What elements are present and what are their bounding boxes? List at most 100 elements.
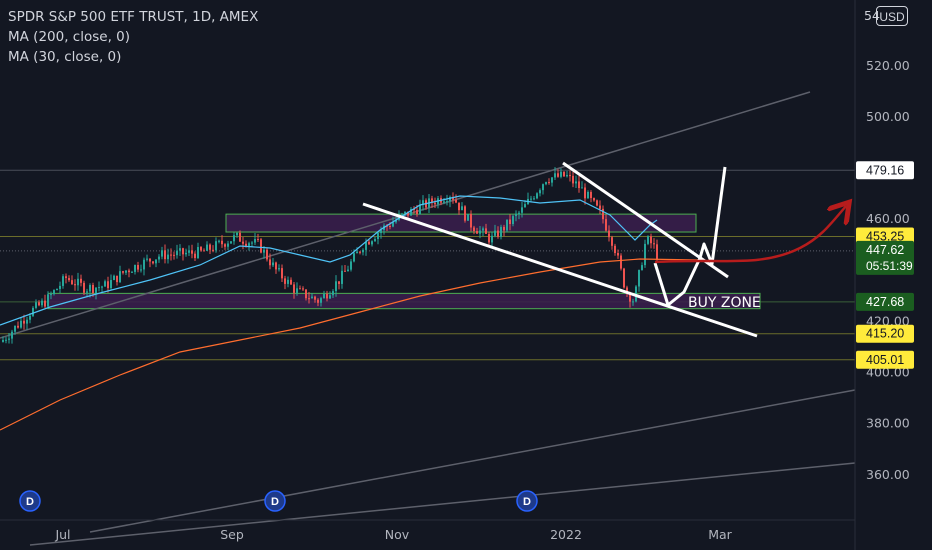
candle-body	[68, 278, 70, 281]
time-axis[interactable]: Jul Sep Nov 2022 Mar	[54, 527, 732, 542]
candle-body	[221, 240, 223, 245]
candle-body	[545, 182, 547, 185]
candle-body	[530, 198, 532, 200]
price-label-box	[856, 324, 914, 343]
candle-body	[632, 301, 634, 303]
candle-body	[341, 270, 343, 284]
falling-wedge-lower-line	[362, 202, 758, 338]
candle-body	[542, 184, 544, 191]
candle-body	[173, 254, 175, 256]
indicator-ma30[interactable]: MA (30, close, 0)	[8, 49, 122, 65]
candle-body	[296, 288, 298, 293]
candle-body	[503, 226, 505, 231]
candle-body	[251, 242, 253, 244]
candle-body	[653, 243, 655, 245]
candle-body	[119, 271, 121, 283]
price-axis-tick: 460.00	[866, 211, 910, 226]
candle-body	[536, 193, 538, 199]
candle-body	[476, 231, 478, 234]
dividend-marker-label: D	[26, 496, 34, 508]
dividend-marker-circle	[264, 490, 286, 512]
candle-body	[623, 268, 625, 288]
candle-body	[599, 205, 601, 209]
candle-body	[257, 239, 259, 241]
candle-body	[302, 288, 304, 290]
candle-body	[266, 249, 268, 260]
candle-body	[110, 280, 112, 289]
candle-body	[308, 298, 310, 300]
candles	[2, 167, 658, 344]
candle-body	[638, 270, 640, 287]
candle-body	[446, 201, 448, 203]
candle-body	[101, 286, 103, 288]
candle-body	[131, 271, 133, 273]
candle-body	[494, 230, 496, 236]
candle-body	[2, 339, 4, 342]
long-trendline	[29, 462, 856, 546]
candle-body	[458, 202, 460, 211]
candle-body	[182, 248, 184, 255]
candle-body	[641, 265, 643, 271]
currency-badge[interactable]: USD	[876, 6, 908, 26]
candle-body	[272, 262, 274, 266]
candle-body	[299, 288, 301, 290]
candle-body	[209, 244, 211, 250]
candle-body	[560, 171, 562, 177]
candle-body	[269, 259, 271, 266]
candle-body	[329, 295, 331, 299]
candle-body	[569, 175, 571, 177]
candle-body	[338, 281, 340, 284]
candle-body	[74, 284, 76, 286]
price-axis-tick: 520.00	[866, 58, 910, 73]
price-label-value: 453.25	[866, 229, 904, 243]
candle-body	[485, 228, 487, 234]
candle-body	[290, 279, 292, 285]
candle-body	[140, 269, 142, 271]
candle-body	[332, 291, 334, 296]
candle-body	[581, 187, 583, 189]
candle-body	[548, 182, 550, 184]
candle-body	[488, 233, 490, 243]
candle-body	[401, 213, 403, 215]
candle-body	[356, 251, 358, 254]
indicator-ma200[interactable]: MA (200, close, 0)	[8, 29, 131, 45]
candle-body	[77, 278, 79, 286]
price-label-value: 447.62	[866, 243, 904, 257]
time-axis-tick: Mar	[708, 527, 732, 542]
candle-body	[188, 250, 190, 253]
candle-body	[11, 331, 13, 339]
candle-body	[557, 173, 559, 177]
candle-body	[53, 290, 55, 295]
candle-body	[392, 222, 394, 227]
candle-body	[515, 213, 517, 217]
candle-body	[647, 236, 649, 244]
long-trendline	[89, 389, 856, 533]
candle-body	[617, 253, 619, 256]
candle-body	[656, 244, 658, 260]
candle-body	[521, 207, 523, 213]
candle-body	[14, 325, 16, 332]
ma30-line	[0, 195, 658, 326]
price-label-box	[856, 161, 914, 180]
ma200-line	[0, 258, 701, 431]
candle-body	[233, 235, 235, 242]
candle-body	[167, 254, 169, 260]
candle-body	[506, 219, 508, 231]
candle-body	[335, 281, 337, 292]
candle-body	[449, 197, 451, 202]
candle-body	[380, 229, 382, 234]
candle-body	[539, 190, 541, 194]
candle-body	[26, 319, 28, 324]
buy-zone-label: BUY ZONE	[688, 295, 761, 311]
dividend-marker-circle	[19, 490, 41, 512]
candle-body	[224, 244, 226, 247]
candle-body	[248, 243, 250, 246]
symbol-title[interactable]: SPDR S&P 500 ETF TRUST, 1D, AMEX	[8, 9, 259, 25]
candle-body	[56, 288, 58, 291]
price-axis-tick: 360.00	[866, 467, 910, 482]
candle-body	[482, 228, 484, 231]
dividend-marker-circle	[516, 490, 538, 512]
candle-body	[611, 237, 613, 246]
